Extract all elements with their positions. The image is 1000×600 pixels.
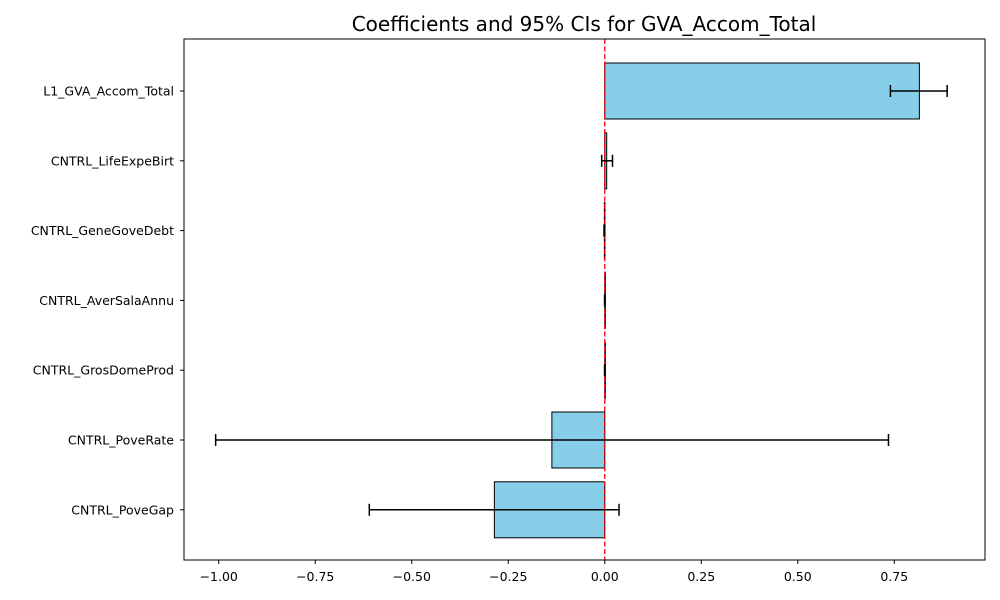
coefficient-bar [604,62,920,120]
x-tick-label: 0.75 [880,569,908,584]
y-tick-label: CNTRL_PoveGap [71,502,174,517]
x-tick-label: −0.50 [393,569,431,584]
x-tick-label: −1.00 [200,569,238,584]
y-tick-label: CNTRL_PoveRate [68,433,174,448]
plot-area [214,39,948,560]
y-tick-label: CNTRL_LifeExpeBirt [51,153,174,168]
x-tick-label: 0.25 [687,569,715,584]
y-tick-label: CNTRL_GrosDomeProd [33,363,174,378]
x-tick-label: 0.50 [784,569,812,584]
confidence-interval [603,224,606,237]
confidence-interval [214,434,890,446]
confidence-interval [889,85,948,97]
x-tick-label: −0.75 [296,569,334,584]
chart-title: Coefficients and 95% CIs for GVA_Accom_T… [352,12,817,36]
plot-frame [183,38,986,561]
y-tick-label: L1_GVA_Accom_Total [43,84,174,99]
y-tick-label: CNTRL_AverSalaAnnu [39,293,174,308]
y-tick-label: CNTRL_GeneGoveDebt [31,223,174,238]
x-tick-label: 0.00 [591,569,619,584]
confidence-interval [368,503,620,516]
x-tick-label: −0.25 [489,569,527,584]
confidence-interval [600,154,614,167]
axes: L1_GVA_Accom_Total CNTRL_LifeExpeBirt CNTR… [31,84,908,585]
